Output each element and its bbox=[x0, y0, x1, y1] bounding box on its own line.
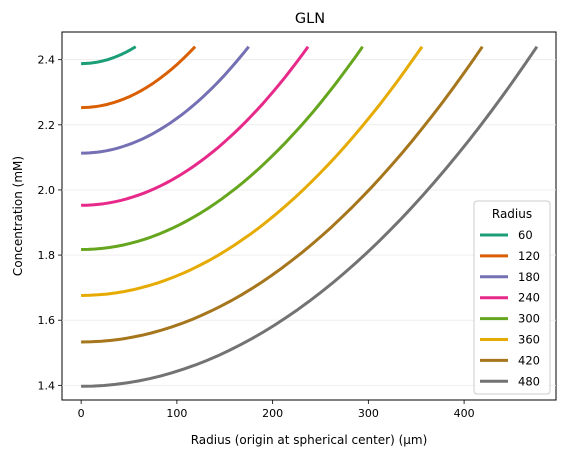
series-line-480 bbox=[81, 45, 539, 388]
y-tick-label: 1.6 bbox=[38, 314, 56, 327]
legend-title: Radius bbox=[492, 207, 532, 221]
y-axis: 1.4 1.6 1.8 2.0 2.2 2.4 bbox=[38, 54, 62, 392]
chart-title: GLN bbox=[295, 11, 325, 27]
series-line-120 bbox=[81, 45, 197, 110]
legend-entries: 60 120 180 240 300 360 420 480 bbox=[480, 228, 540, 388]
x-tick-label: 400 bbox=[454, 407, 475, 420]
x-axis-label: Radius (origin at spherical center) (μm) bbox=[191, 433, 428, 447]
legend: Radius 60 120 180 240 300 360 420 480 bbox=[473, 200, 551, 395]
series-line-360 bbox=[81, 45, 424, 297]
y-tick-label: 2.2 bbox=[38, 119, 56, 132]
y-tick-label: 2.4 bbox=[38, 54, 56, 67]
x-tick-label: 300 bbox=[358, 407, 379, 420]
legend-label: 300 bbox=[518, 312, 540, 326]
series-line-180 bbox=[81, 45, 250, 155]
x-axis: 0 100 200 300 400 bbox=[78, 400, 475, 420]
plot-frame bbox=[61, 31, 557, 401]
x-tick-label: 100 bbox=[166, 407, 187, 420]
series-line-300 bbox=[81, 45, 364, 251]
legend-label: 480 bbox=[518, 374, 540, 388]
y-axis-label: Concentration (mM) bbox=[11, 156, 25, 276]
series-line-240 bbox=[81, 45, 310, 207]
x-tick-label: 200 bbox=[262, 407, 283, 420]
y-tick-label: 1.4 bbox=[38, 379, 56, 392]
legend-label: 420 bbox=[518, 353, 540, 367]
legend-label: 60 bbox=[518, 228, 533, 242]
y-tick-label: 1.8 bbox=[38, 249, 56, 262]
legend-label: 240 bbox=[518, 291, 540, 305]
legend-label: 360 bbox=[518, 333, 540, 347]
series-line-60 bbox=[81, 45, 137, 66]
y-tick-label: 2.0 bbox=[38, 184, 56, 197]
legend-label: 120 bbox=[518, 249, 540, 263]
series-lines bbox=[81, 45, 539, 388]
legend-label: 180 bbox=[518, 270, 540, 284]
series-line-420 bbox=[81, 45, 484, 344]
legend-box bbox=[473, 200, 551, 395]
x-tick-label: 0 bbox=[78, 407, 85, 420]
